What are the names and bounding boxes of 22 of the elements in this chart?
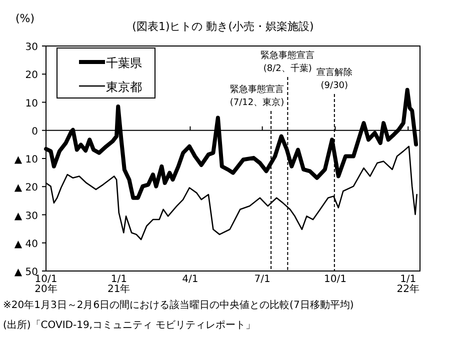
xtick: 10/1 [324,274,346,285]
ytick: 10 [25,98,38,110]
xtick: 4/1 [182,274,198,285]
ref-label: 緊急事態宣言 (7/12、東京) [230,85,284,108]
xtick: 1/1 22年 [396,274,420,295]
title: (図表1)ヒトの 動き(小売・娯楽施設) [132,20,314,33]
ytick: ▲ 30 [14,210,38,222]
ylabel: (%) [15,12,35,25]
annotation: ※20年1月3日～2月6日の間における該当曜日の中央値との比較(7日移動平均) [3,300,354,311]
ref-label: 緊急事態宣言 (8/2、千葉) [260,51,315,74]
legend-label: 千葉県 [106,56,142,70]
ref-label: 宣言解除 (9/30) [316,68,352,91]
ytick: 20 [25,70,38,82]
annotation: (出所)「COVID-19,コミュニティ モビリティレポート」 [3,320,256,331]
ytick: ▲ 10 [14,154,38,166]
ytick: 30 [25,42,38,53]
ytick: ▲ 20 [14,182,38,194]
xtick: 1/1 21年 [108,274,130,295]
ytick: 0 [32,126,38,138]
xtick: 7/1 [254,274,270,285]
ytick: ▲ 40 [14,238,38,250]
legend-label: 東京都 [106,80,142,94]
